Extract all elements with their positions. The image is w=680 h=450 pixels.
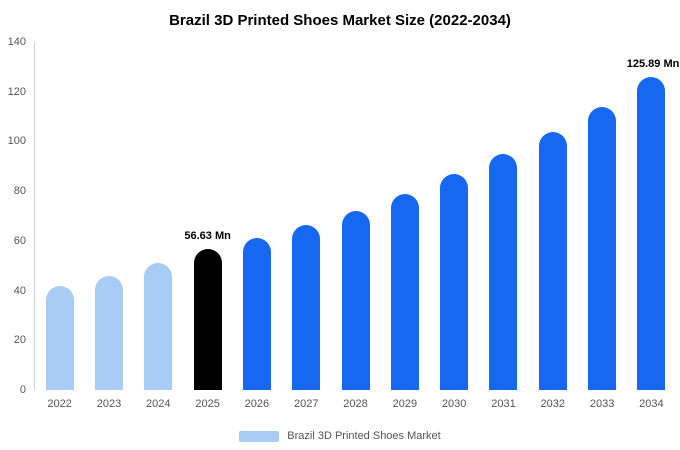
x-tick-label: 2027 bbox=[293, 398, 319, 410]
bar-group: 2029 bbox=[380, 42, 429, 410]
bar-2031 bbox=[489, 153, 518, 390]
bar-group: 2028 bbox=[331, 42, 380, 410]
bar-group: 2024 bbox=[134, 42, 183, 410]
legend-swatch bbox=[239, 430, 280, 442]
x-tick-label: 2024 bbox=[146, 398, 171, 410]
y-tick-label: 60 bbox=[13, 234, 26, 247]
y-tick-label: 120 bbox=[7, 85, 26, 98]
x-tick-label: 2029 bbox=[392, 398, 418, 410]
x-tick-label: 2023 bbox=[96, 398, 122, 410]
bar-2030 bbox=[440, 173, 469, 390]
legend: Brazil 3D Printed Shoes Market bbox=[0, 430, 680, 442]
y-tick-label: 0 bbox=[19, 384, 26, 396]
plot-area: 2022 2023 2024 2025 56.63 Mn 2026 2027 2028 2029… bbox=[34, 42, 680, 410]
bar-2026 bbox=[242, 238, 271, 390]
bar-group: 2026 bbox=[232, 42, 281, 410]
bar-group: 2023 bbox=[84, 42, 133, 410]
legend-label: Brazil 3D Printed Shoes Market bbox=[287, 430, 441, 442]
y-tick-label: 20 bbox=[13, 334, 26, 347]
bar-group: 2025 56.63 Mn bbox=[183, 42, 232, 410]
bar-2022 bbox=[45, 285, 74, 390]
bar-group: 2030 bbox=[430, 42, 479, 410]
bar-value-label: 125.89 Mn bbox=[626, 58, 680, 71]
bar-2025 bbox=[193, 249, 222, 390]
bar-group: 2034 125.89 Mn bbox=[626, 42, 680, 410]
x-tick-label: 2022 bbox=[47, 398, 72, 410]
x-tick-label: 2026 bbox=[244, 398, 270, 410]
bar-2027 bbox=[292, 224, 321, 390]
bar-2033 bbox=[588, 106, 617, 390]
bar-2032 bbox=[538, 131, 567, 390]
bar-group: 2031 bbox=[479, 42, 528, 410]
x-tick-label: 2031 bbox=[491, 398, 516, 410]
chart-title: Brazil 3D Printed Shoes Market Size (202… bbox=[169, 12, 511, 29]
x-tick-label: 2025 bbox=[195, 398, 220, 410]
bar-group: 2033 bbox=[577, 42, 626, 410]
y-tick-label: 100 bbox=[7, 135, 26, 148]
x-tick-label: 2033 bbox=[589, 398, 615, 410]
bar-value-label: 56.63 Mn bbox=[184, 230, 231, 243]
x-tick-label: 2028 bbox=[343, 398, 368, 410]
y-axis: 0 20 40 60 80 100 120 140 bbox=[0, 36, 32, 396]
x-tick-label: 2032 bbox=[540, 398, 566, 410]
bar-2023 bbox=[94, 275, 123, 390]
x-tick-label: 2030 bbox=[441, 398, 467, 410]
y-tick-label: 140 bbox=[7, 36, 26, 48]
bar-2029 bbox=[390, 193, 419, 390]
y-tick-label: 80 bbox=[13, 185, 26, 198]
bar-group: 2027 bbox=[282, 42, 331, 410]
bar-group: 2032 bbox=[528, 42, 577, 410]
bar-2034 bbox=[637, 77, 666, 390]
bar-group: 2022 bbox=[35, 42, 84, 410]
x-tick-label: 2034 bbox=[639, 398, 664, 410]
y-tick-label: 40 bbox=[13, 284, 26, 297]
bar-2024 bbox=[144, 263, 173, 390]
bar-2028 bbox=[341, 211, 370, 390]
